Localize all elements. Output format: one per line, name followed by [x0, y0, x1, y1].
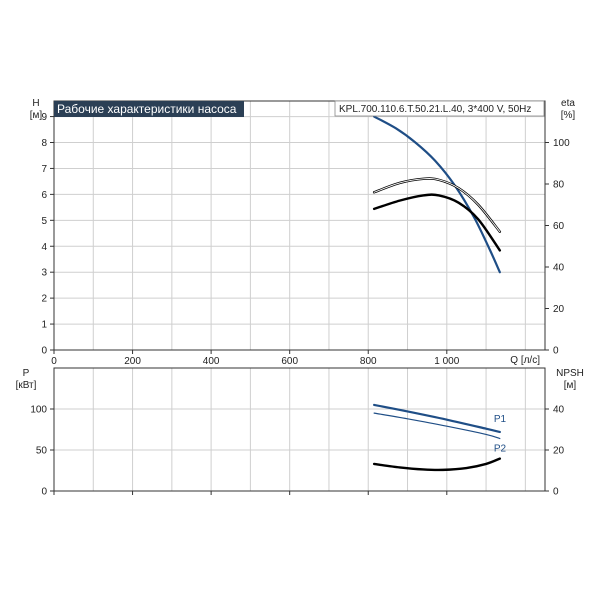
- model-label-box: [334, 100, 545, 117]
- left-axis-name-p: P: [23, 368, 30, 379]
- x-tick-label: 600: [281, 356, 298, 367]
- left-axis-unit-h: [м]: [30, 110, 43, 121]
- left-tick-label: 5: [41, 216, 47, 227]
- right-tick-label: 100: [553, 138, 570, 149]
- left-tick-label: 100: [30, 405, 47, 416]
- model-label: KPL.700.110.6.T.50.21.L.40, 3*400 V, 50H…: [339, 104, 531, 115]
- power-npsh-ticks: 0 50 100 0 20 40: [30, 405, 564, 498]
- left-tick-label: 50: [36, 446, 48, 457]
- left-axis-unit-p: [кВт]: [16, 380, 37, 391]
- right-tick-label: 60: [553, 221, 565, 232]
- right-tick-label: 0: [553, 487, 559, 498]
- left-tick-label: 3: [41, 268, 47, 279]
- head-efficiency-series: [372, 115, 502, 274]
- left-axis-name-h: H: [32, 98, 39, 109]
- chart-title: Рабочие характеристики насоса: [57, 102, 237, 116]
- x-tick-label: 400: [203, 356, 220, 367]
- left-tick-label: 0: [41, 487, 47, 498]
- right-tick-label: 40: [553, 263, 565, 274]
- right-tick-label: 20: [553, 304, 565, 315]
- head-efficiency-grid: [54, 101, 545, 350]
- series-line-1-0: [373, 403, 501, 434]
- power-npsh-panel: 0 50 100 0 20 40 P1 P2 P [кВт] NPSH [м]: [16, 367, 584, 498]
- left-tick-label: 0: [41, 346, 47, 357]
- head-efficiency-frame: [53, 100, 546, 351]
- power-npsh-grid: [54, 368, 545, 491]
- head-efficiency-ticks: 0 200 400 600 800 1 000 0 1 2 3 4 5 6 7 8 9 0 20 40 60 80 100: [41, 112, 570, 367]
- right-axis-unit-npsh: [м]: [564, 380, 577, 391]
- left-tick-label: 1: [41, 320, 47, 331]
- right-tick-label: 80: [553, 180, 565, 191]
- series-label-p1: P1: [494, 414, 507, 425]
- series-line-0-0: [373, 115, 501, 274]
- right-tick-label: 0: [553, 346, 559, 357]
- right-tick-label: 40: [553, 405, 565, 416]
- x-tick-label: 1 000: [434, 356, 459, 367]
- right-axis-name-npsh: NPSH: [556, 368, 584, 379]
- power-npsh-series: P1 P2: [372, 403, 507, 472]
- left-tick-label: 9: [41, 112, 47, 123]
- right-axis-name-eta: eta: [561, 98, 575, 109]
- left-tick-label: 2: [41, 294, 47, 305]
- left-tick-label: 7: [41, 164, 47, 175]
- right-tick-label: 20: [553, 446, 565, 457]
- series-label-p2: P2: [494, 444, 507, 455]
- series-line-0-2: [373, 178, 501, 233]
- x-tick-label: 200: [124, 356, 141, 367]
- head-efficiency-panel: 0 200 400 600 800 1 000 0 1 2 3 4 5 6 7 8 9 0 20 40 60 80 100…: [30, 98, 576, 367]
- series-line-1-2: [372, 457, 502, 472]
- x-tick-label: 800: [360, 356, 377, 367]
- chart-title-box: [54, 101, 244, 117]
- left-tick-label: 6: [41, 190, 47, 201]
- left-tick-label: 4: [41, 242, 47, 253]
- left-tick-label: 8: [41, 138, 47, 149]
- x-axis-label: Q [л/с]: [510, 355, 540, 366]
- right-axis-unit-eta: [%]: [561, 110, 576, 121]
- power-npsh-frame: [53, 367, 546, 492]
- series-line-1-1: [373, 412, 501, 440]
- x-tick-label: 0: [51, 356, 57, 367]
- series-line-0-3: [372, 193, 502, 252]
